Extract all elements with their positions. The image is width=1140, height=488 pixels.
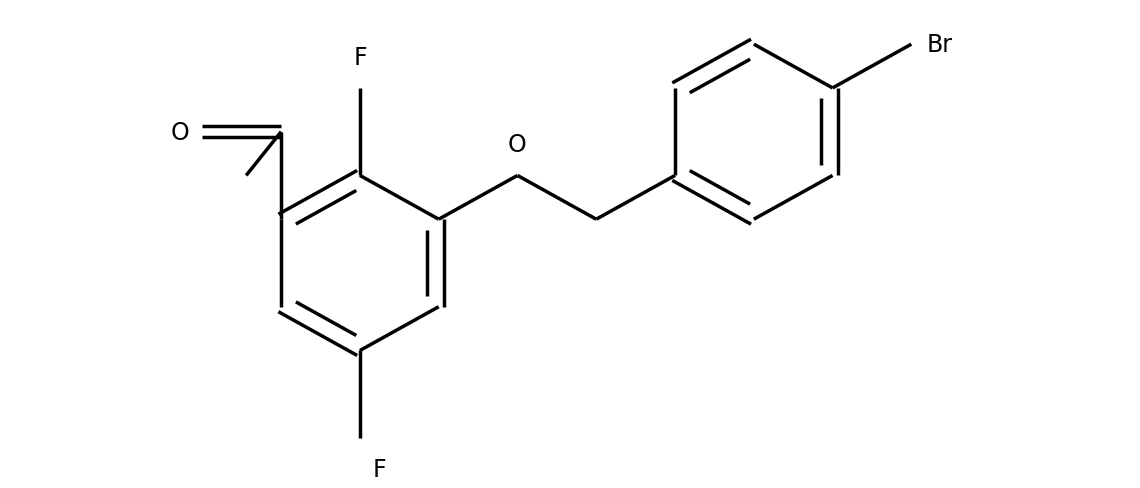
Text: Br: Br <box>927 33 953 57</box>
Text: F: F <box>373 457 386 481</box>
Text: O: O <box>508 133 527 157</box>
Text: F: F <box>353 45 367 69</box>
Text: O: O <box>171 121 189 144</box>
